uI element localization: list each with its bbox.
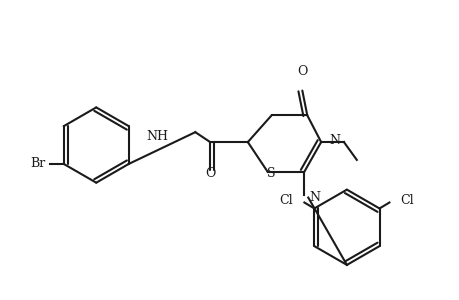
Text: Cl: Cl: [279, 194, 293, 207]
Text: S: S: [267, 167, 275, 180]
Text: N: N: [328, 134, 339, 147]
Text: O: O: [297, 65, 307, 78]
Text: N: N: [308, 191, 319, 204]
Text: Cl: Cl: [400, 194, 413, 207]
Text: NH: NH: [146, 130, 168, 143]
Text: O: O: [205, 167, 215, 180]
Text: Br: Br: [30, 158, 46, 170]
